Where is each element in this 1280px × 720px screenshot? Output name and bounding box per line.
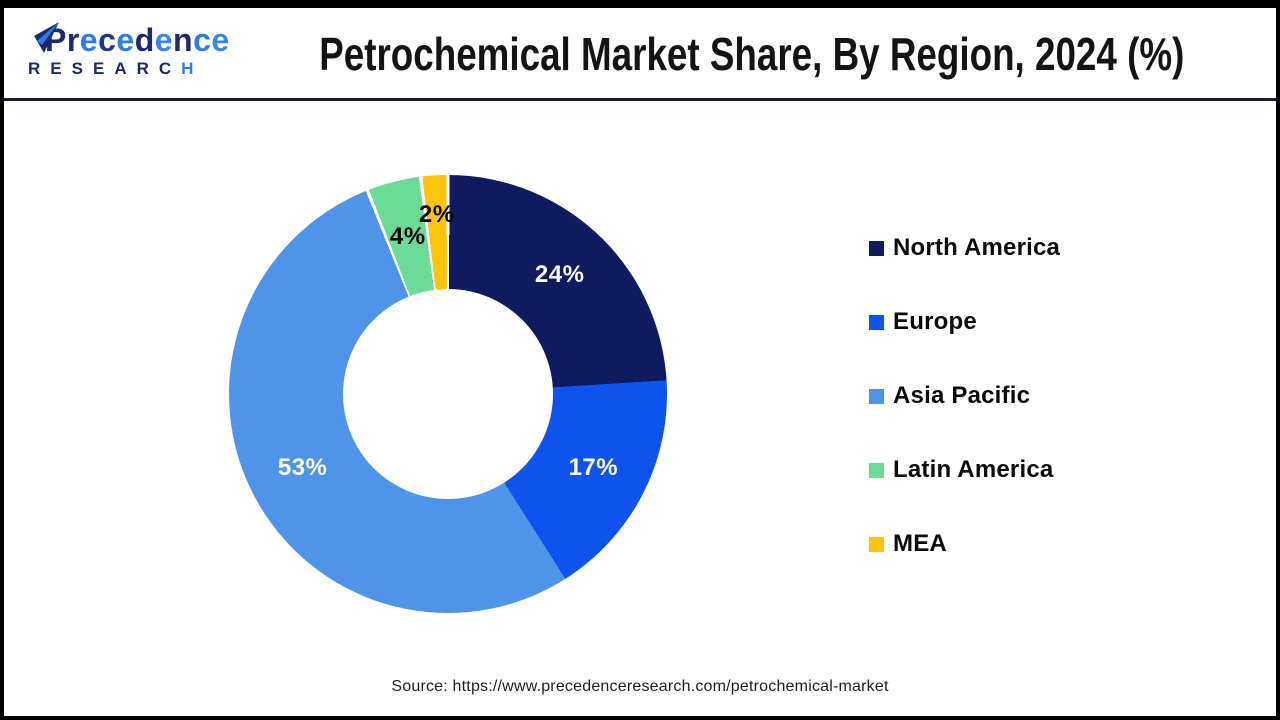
legend-swatch-asia-pacific: [869, 388, 884, 404]
legend: North America Europe Asia Pacific Latin …: [869, 233, 1060, 559]
legend-label-latin-america: Latin America: [893, 456, 1054, 483]
slice-label-north-america: 24%: [534, 261, 585, 289]
legend-item-asia-pacific: Asia Pacific: [869, 381, 1060, 411]
header: Precedence RESEARCH Petrochemical Market…: [4, 8, 1276, 101]
legend-label-mea: MEA: [893, 530, 947, 557]
legend-item-europe: Europe: [869, 307, 1060, 337]
source-text: Source: https://www.precedenceresearch.c…: [391, 678, 889, 695]
legend-swatch-europe: [869, 314, 884, 330]
brand-subname: RESEARCH: [28, 59, 204, 78]
slice-label-mea: 2%: [418, 200, 455, 228]
brand-logo: Precedence RESEARCH: [25, 22, 230, 79]
legend-swatch-north-america: [869, 240, 884, 256]
brand-name: Precedence: [45, 22, 230, 58]
legend-swatch-latin-america: [869, 462, 884, 478]
legend-label-asia-pacific: Asia Pacific: [893, 382, 1031, 409]
paper-plane-icon: [25, 22, 59, 53]
slice-label-latin-america: 4%: [389, 223, 426, 251]
legend-item-latin-america: Latin America: [869, 455, 1060, 485]
legend-swatch-mea: [869, 536, 884, 552]
legend-item-mea: MEA: [869, 529, 1060, 559]
legend-label-north-america: North America: [893, 234, 1061, 261]
slice-label-asia-pacific: 53%: [277, 454, 328, 482]
donut-chart: 24% 17% 53% 4% 2%: [229, 175, 667, 613]
legend-label-europe: Europe: [893, 308, 977, 335]
donut-hole: [343, 289, 553, 499]
chart-title: Petrochemical Market Share, By Region, 2…: [319, 28, 1185, 80]
slice-label-europe: 17%: [568, 454, 619, 482]
legend-item-north-america: North America: [869, 233, 1060, 263]
